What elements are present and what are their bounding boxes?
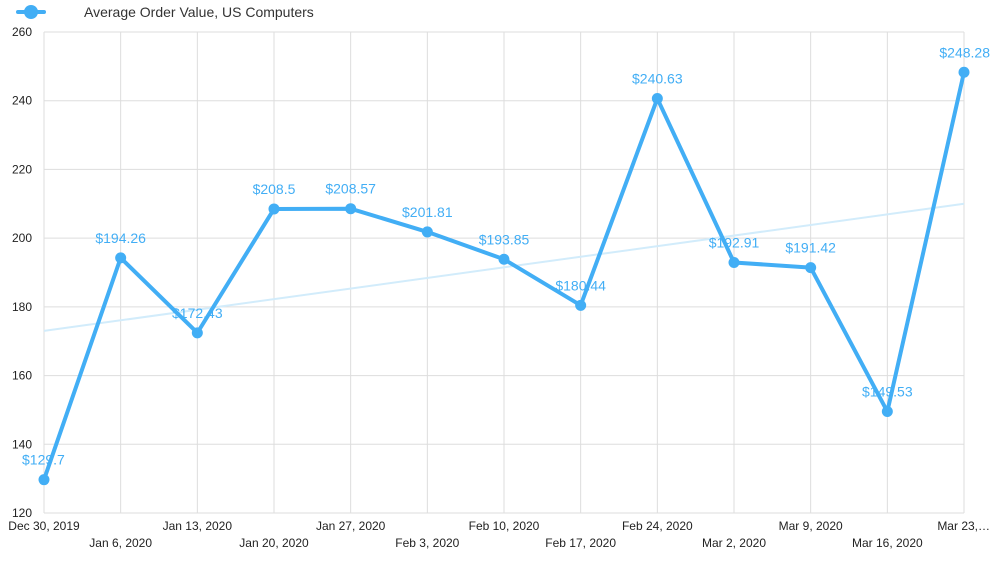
x-tick-label: Mar 23,… [937,519,990,533]
data-label: $172.43 [172,305,223,321]
x-tick-label: Feb 17, 2020 [545,536,616,550]
data-label: $129.7 [22,452,65,468]
x-tick-label: Feb 24, 2020 [622,519,693,533]
x-tick-label: Mar 2, 2020 [702,536,766,550]
y-tick-label: 160 [12,369,32,383]
y-tick-label: 200 [12,231,32,245]
legend-label: Average Order Value, US Computers [84,4,314,20]
x-tick-label: Dec 30, 2019 [8,519,80,533]
x-tick-label: Mar 16, 2020 [852,536,923,550]
y-tick-label: 140 [12,437,32,451]
data-point[interactable] [881,406,893,418]
x-tick-label: Feb 10, 2020 [469,519,540,533]
y-tick-label: 260 [12,25,32,39]
x-tick-label: Feb 3, 2020 [395,536,459,550]
data-point[interactable] [115,252,127,264]
data-label: $240.63 [632,71,683,87]
data-label: $194.26 [95,230,146,246]
y-tick-label: 180 [12,300,32,314]
x-tick-label: Mar 9, 2020 [779,519,843,533]
data-point[interactable] [345,203,357,215]
data-point[interactable] [421,226,433,238]
data-label: $180.44 [555,277,606,293]
data-label: $191.42 [785,240,836,256]
trendline [43,202,965,332]
vertical-gridlines [43,32,965,513]
data-point[interactable] [268,203,280,215]
data-label: $208.5 [253,181,296,197]
x-axis-ticks: Dec 30, 2019 Jan 6, 2020 Jan 13, 2020 Jan 2… [8,519,990,550]
data-point[interactable] [498,253,510,265]
x-tick-label: Jan 13, 2020 [163,519,233,533]
data-points [38,66,970,486]
data-label: $201.81 [402,204,453,220]
data-point[interactable] [958,66,970,78]
legend[interactable]: Average Order Value, US Computers [16,2,314,22]
x-tick-label: Jan 20, 2020 [239,536,309,550]
data-label: $208.57 [325,181,376,197]
y-tick-label: 120 [12,506,32,520]
y-tick-label: 240 [12,94,32,108]
data-point[interactable] [575,299,587,311]
y-axis-ticks: 120 140 160 180 200 220 240 260 [12,25,32,520]
data-label: $192.91 [709,235,760,251]
data-point[interactable] [191,327,203,339]
data-point[interactable] [38,474,50,486]
legend-swatch-icon [16,2,46,22]
data-label: $193.85 [479,231,530,247]
data-label: $248.28 [939,44,990,60]
x-tick-label: Jan 6, 2020 [89,536,152,550]
data-point[interactable] [651,93,663,105]
data-point[interactable] [728,257,740,269]
data-labels: $129.7 $194.26 $172.43 $208.5 $208.57 $201.81… [22,44,990,467]
data-label: $149.53 [862,384,913,400]
data-point[interactable] [805,262,817,274]
x-tick-label: Jan 27, 2020 [316,519,386,533]
y-tick-label: 220 [12,162,32,176]
